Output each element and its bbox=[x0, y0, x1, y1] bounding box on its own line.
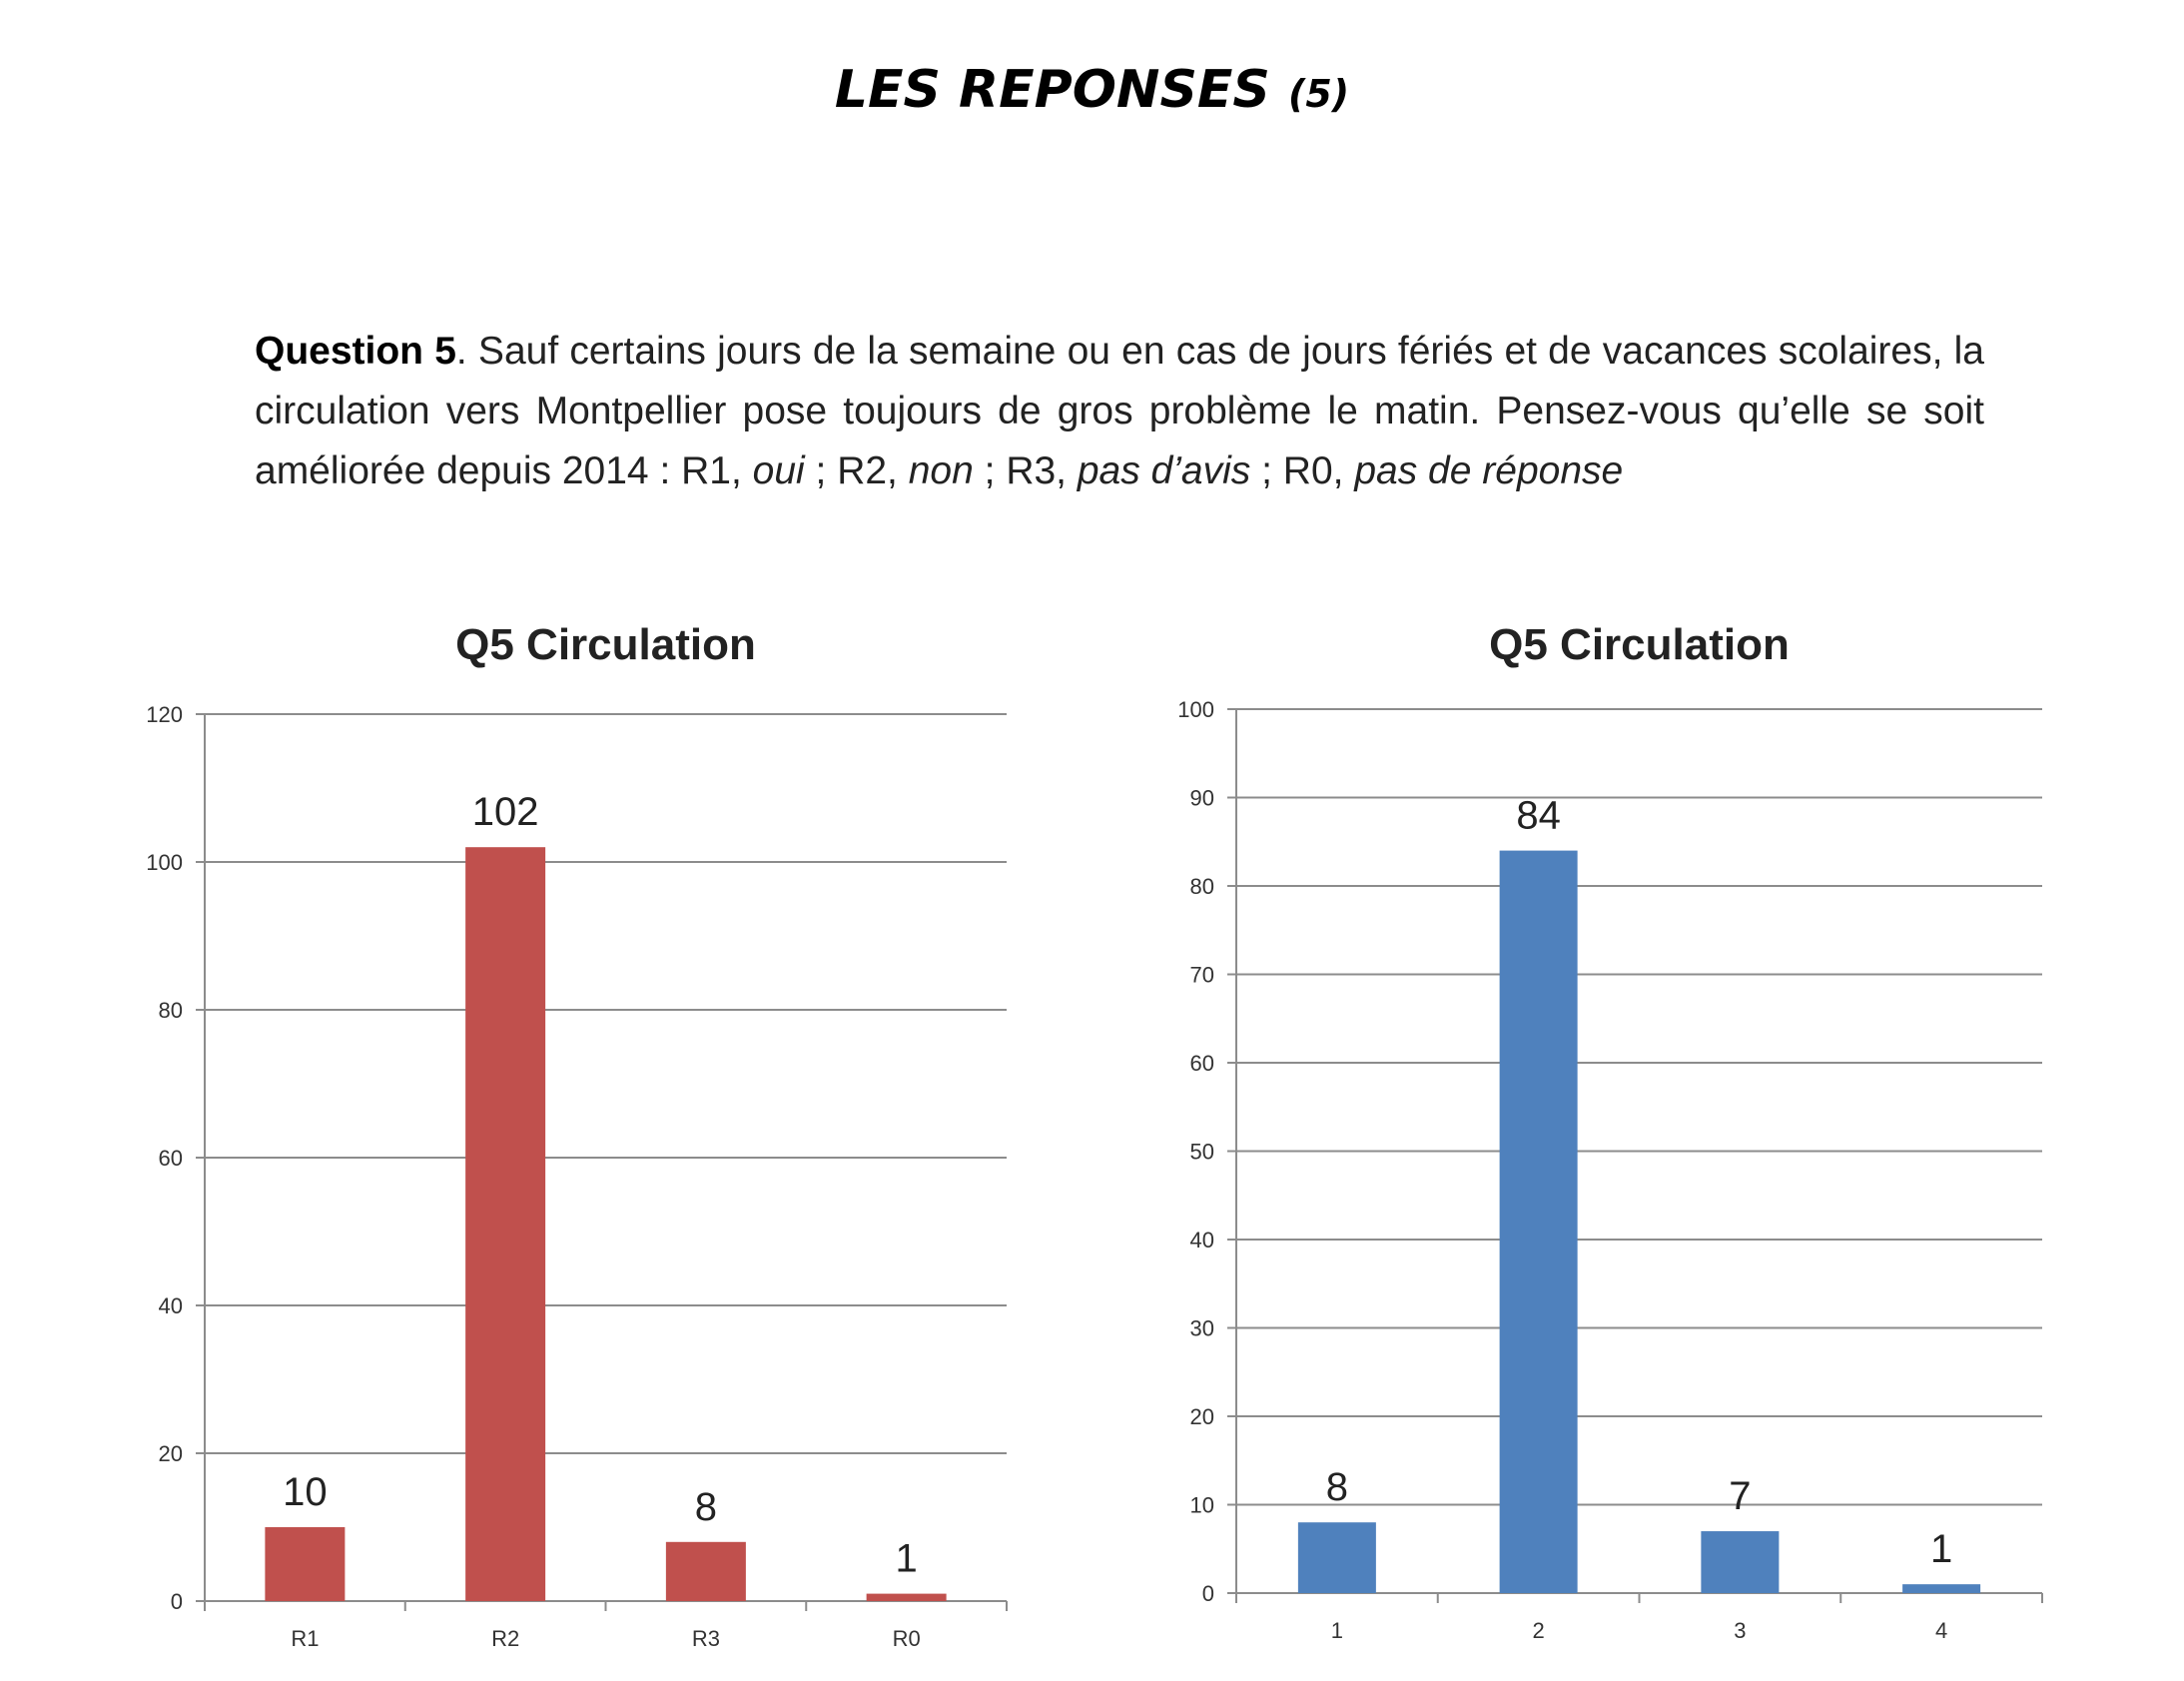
chart-1-bar bbox=[665, 1541, 746, 1601]
answer-sep-3: ; R0, bbox=[1250, 449, 1355, 492]
page-title: LES REPONSES (5) bbox=[0, 60, 2184, 120]
chart-2-category-label: 3 bbox=[1734, 1618, 1746, 1643]
chart-2-title: Q5 Circulation bbox=[1489, 620, 1790, 669]
chart-2-ytick-label: 70 bbox=[1190, 963, 1214, 988]
chart-1-category-label: R1 bbox=[291, 1626, 319, 1651]
chart-2-ytick-label: 80 bbox=[1190, 874, 1214, 899]
chart-2-category-label: 4 bbox=[1935, 1618, 1947, 1643]
chart-1-data-label: 102 bbox=[472, 790, 539, 834]
chart-1-bar bbox=[465, 847, 546, 1601]
chart-1-ytick-label: 80 bbox=[159, 998, 183, 1023]
question-text: Question 5. Sauf certains jours de la se… bbox=[255, 322, 1984, 501]
chart-2-ytick-label: 40 bbox=[1190, 1228, 1214, 1253]
chart-2-ytick-label: 10 bbox=[1190, 1493, 1214, 1518]
answer-sep-2: ; R3, bbox=[973, 449, 1078, 492]
chart-2-ytick-label: 100 bbox=[1177, 697, 1214, 722]
chart-2-ytick-label: 50 bbox=[1190, 1140, 1214, 1165]
chart-2-bar bbox=[1499, 850, 1578, 1593]
chart-1-bar bbox=[866, 1593, 947, 1601]
page-title-text: LES REPONSES bbox=[834, 60, 1270, 120]
chart-2-ytick-label: 90 bbox=[1190, 786, 1214, 811]
chart-1-data-label: 8 bbox=[695, 1485, 717, 1529]
chart-1-ytick-label: 40 bbox=[159, 1293, 183, 1318]
chart-1-ytick-label: 100 bbox=[146, 850, 183, 875]
chart-2-ytick-label: 30 bbox=[1190, 1316, 1214, 1341]
chart-2-ytick-label: 60 bbox=[1190, 1051, 1214, 1076]
chart-1-bar bbox=[265, 1527, 346, 1601]
chart-1-category-label: R2 bbox=[491, 1626, 519, 1651]
chart-2-bar bbox=[1297, 1522, 1376, 1593]
chart-2-ytick-label: 0 bbox=[1202, 1581, 1214, 1606]
chart-1-category-label: R0 bbox=[893, 1626, 921, 1651]
chart-2-bar bbox=[1701, 1531, 1780, 1593]
answer-sep-1: ; R2, bbox=[804, 449, 909, 492]
answer-r2: non bbox=[908, 449, 974, 492]
chart-2-data-label: 84 bbox=[1516, 794, 1561, 838]
answer-r3: pas d’avis bbox=[1077, 449, 1251, 492]
chart-2-bar bbox=[1902, 1584, 1981, 1593]
question-label: Question 5 bbox=[255, 330, 456, 373]
chart-1-ytick-label: 120 bbox=[146, 702, 183, 727]
question-body: . Sauf certains jours de la semaine ou e… bbox=[255, 330, 1984, 492]
answer-r0: pas de réponse bbox=[1354, 449, 1624, 492]
chart-1-ytick-label: 0 bbox=[171, 1589, 183, 1614]
chart-2-data-label: 1 bbox=[1930, 1527, 1952, 1571]
chart-1-category-label: R3 bbox=[692, 1626, 720, 1651]
chart-2-data-label: 7 bbox=[1729, 1474, 1751, 1518]
chart-2-ytick-label: 20 bbox=[1190, 1404, 1214, 1429]
chart-1-data-label: 10 bbox=[283, 1470, 328, 1514]
page-title-number: (5) bbox=[1287, 72, 1350, 116]
chart-2-category-label: 1 bbox=[1331, 1618, 1343, 1643]
chart-1-data-label: 1 bbox=[896, 1537, 918, 1581]
chart-1-ytick-label: 60 bbox=[159, 1146, 183, 1171]
chart-1-title: Q5 Circulation bbox=[455, 620, 756, 669]
chart-2-category-label: 2 bbox=[1533, 1618, 1545, 1643]
chart-1-ytick-label: 20 bbox=[159, 1441, 183, 1466]
chart-2-data-label: 8 bbox=[1326, 1465, 1348, 1509]
answer-r1: oui bbox=[752, 449, 805, 492]
